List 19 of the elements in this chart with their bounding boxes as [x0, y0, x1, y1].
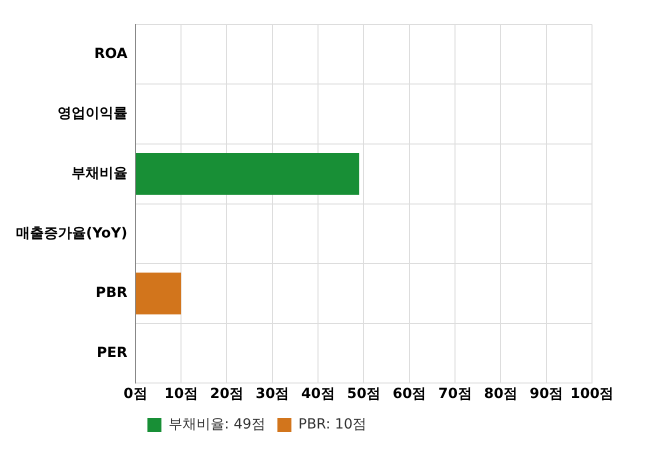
x-tick-label: 40점 — [301, 386, 335, 402]
y-tick-label: 영업이익률 — [57, 106, 128, 122]
x-tick-label: 80점 — [484, 386, 518, 402]
y-tick-label: 매출증가율(YoY) — [16, 225, 128, 242]
x-tick-label: 50점 — [346, 386, 380, 402]
x-tick-label: 0점 — [124, 386, 148, 402]
y-tick-label: ROA — [94, 46, 128, 62]
y-tick-label: 부채비율 — [71, 166, 128, 182]
y-tick-label: PER — [96, 344, 128, 361]
x-tick-label: 20점 — [210, 386, 244, 402]
x-tick-label: 10점 — [164, 386, 198, 402]
x-tick-label: 70점 — [438, 386, 472, 402]
legend-label: PBR: 10점 — [298, 416, 367, 433]
x-tick-label: 100점 — [570, 386, 614, 402]
y-tick-label: PBR — [96, 285, 128, 302]
x-tick-label: 90점 — [530, 386, 564, 402]
x-tick-label: 60점 — [392, 386, 426, 402]
x-tick-label: 30점 — [256, 386, 290, 402]
legend-label: 부채비율: 49점 — [168, 416, 266, 433]
